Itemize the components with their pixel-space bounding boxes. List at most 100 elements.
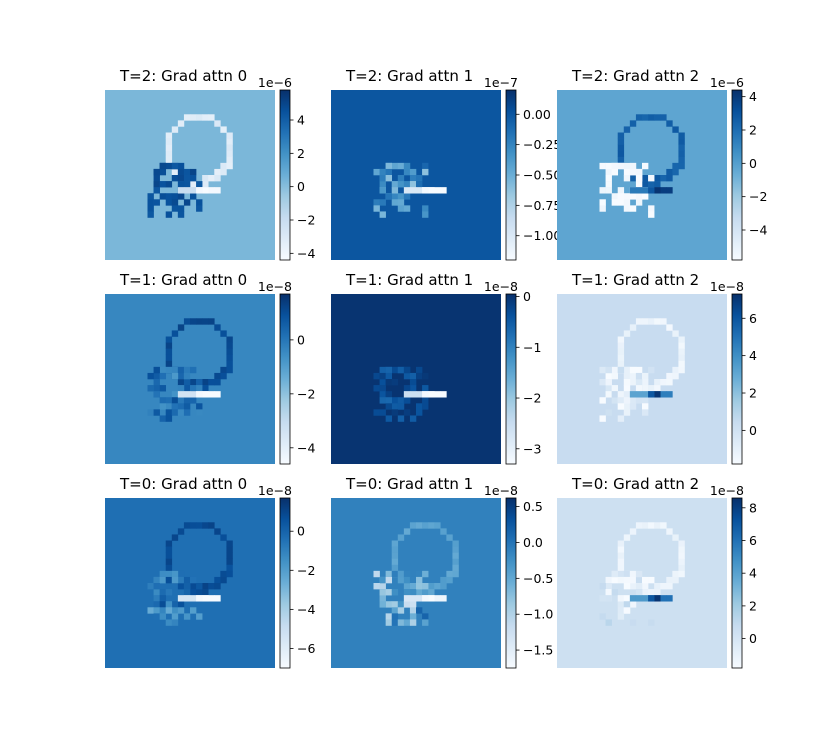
heatmap-cell	[446, 534, 453, 541]
heatmap-cell	[208, 114, 215, 121]
heatmap-cell	[385, 193, 393, 200]
heatmap-cell	[422, 211, 429, 218]
heatmap-cell	[403, 372, 411, 380]
heatmap-cell	[434, 595, 441, 602]
colorbar-tick-label: 4	[749, 89, 757, 104]
colorbar-tick-label: 0	[749, 156, 757, 171]
panel-7: T=0: Grad attn 0 1e−8 0 −2 −4 −6	[105, 475, 315, 669]
heatmap-cell	[159, 595, 167, 602]
heatmap-cell	[629, 120, 637, 127]
heatmap-cell	[605, 619, 612, 626]
heatmap-cell	[611, 199, 619, 206]
heatmap-cell	[226, 564, 233, 572]
colorbar-offset-label: 1e−8	[710, 483, 744, 498]
heatmap-cell	[617, 342, 625, 349]
heatmap-cell	[403, 409, 411, 416]
heatmap-cell	[220, 162, 227, 170]
heatmap-cell	[147, 205, 154, 212]
heatmap-cell	[403, 576, 411, 584]
heatmap-cell	[648, 205, 655, 212]
heatmap-cell	[165, 552, 173, 560]
heatmap-cell	[648, 619, 655, 626]
heatmap-cell	[409, 576, 417, 584]
heatmap-cell	[629, 528, 637, 535]
heatmap-cell	[165, 354, 173, 362]
heatmap-cell	[171, 126, 179, 133]
heatmap-cell	[617, 607, 625, 614]
heatmap-cell	[397, 397, 405, 404]
heatmap-cell	[171, 175, 179, 182]
heatmap-cell	[397, 576, 405, 584]
heatmap-cell	[379, 589, 386, 596]
heatmap-cell	[416, 595, 423, 602]
heatmap-cell	[416, 175, 423, 182]
heatmap-cell	[183, 181, 191, 188]
heatmap-cell	[422, 522, 429, 529]
heatmap-cell	[605, 162, 612, 170]
heatmap-cell	[403, 595, 411, 602]
heatmap-cell	[153, 181, 160, 188]
heatmap-cell	[440, 576, 447, 584]
heatmap-cell	[403, 528, 411, 535]
heatmap-cell	[177, 324, 185, 331]
heatmap-cell	[196, 318, 203, 325]
colorbar-tick-label: −6	[297, 641, 315, 656]
heatmap-cell	[654, 385, 661, 392]
heatmap-cell	[642, 318, 649, 325]
panel-title: T=0: Grad attn 0	[119, 475, 247, 493]
heatmap-cell	[226, 156, 233, 164]
heatmap-cell	[623, 576, 631, 584]
heatmap-cell	[379, 576, 386, 584]
heatmap-cell	[183, 175, 191, 182]
heatmap-cell	[208, 595, 215, 602]
heatmap-cell	[617, 576, 625, 584]
heatmap-cell	[623, 391, 631, 398]
heatmap-cell	[623, 193, 631, 200]
heatmap-cell	[403, 601, 411, 608]
heatmap-cell	[153, 595, 160, 602]
panel-9: T=0: Grad attn 2 1e−8 0 2 4 6 8	[557, 475, 757, 669]
heatmap-cell	[183, 397, 191, 404]
heatmap-cell	[208, 175, 215, 182]
heatmap-cell	[165, 415, 173, 422]
heatmap-cell	[190, 522, 197, 529]
heatmap-cell	[629, 372, 637, 380]
heatmap-cell	[605, 379, 612, 386]
heatmap-cell	[147, 199, 154, 206]
heatmap-cell	[403, 619, 411, 626]
heatmap-cell	[452, 558, 459, 566]
heatmap-cell	[385, 415, 393, 422]
heatmap-cell	[159, 403, 167, 410]
colorbar-tick-label: 0	[749, 631, 757, 646]
heatmap-cell	[379, 175, 386, 182]
heatmap-cell	[660, 595, 667, 602]
heatmap-cell	[611, 397, 619, 404]
heatmap-cell	[177, 576, 185, 584]
heatmap-cell	[171, 162, 179, 170]
heatmap-cell	[599, 205, 606, 212]
heatmap-cell	[190, 181, 197, 188]
heatmap-cell	[183, 391, 191, 398]
heatmap-cell	[379, 385, 386, 392]
heatmap-cell	[190, 595, 197, 602]
colorbar-tick-label: 6	[749, 533, 757, 548]
heatmap-cell	[599, 187, 606, 194]
heatmap-cell	[666, 168, 673, 176]
heatmap-cell	[385, 570, 393, 578]
heatmap-cell	[171, 193, 179, 200]
heatmap-cell	[220, 372, 227, 380]
heatmap-cell	[159, 613, 167, 620]
heatmap-cell	[147, 193, 154, 200]
heatmap-cell	[409, 613, 417, 620]
heatmap-cell	[214, 120, 221, 127]
heatmap-cell	[171, 534, 179, 541]
heatmap-cell	[422, 613, 429, 620]
panel-title: T=0: Grad attn 2	[571, 475, 699, 493]
colorbar-tick-label: −4	[297, 440, 315, 455]
colorbar-tick-label: 4	[297, 113, 305, 128]
colorbar-tick-label: 0.5	[523, 499, 543, 514]
colorbar-tick-label: 0	[297, 332, 305, 347]
heatmap-cell	[599, 595, 606, 602]
heatmap-cell	[397, 175, 405, 182]
heatmap-cell	[202, 589, 209, 596]
